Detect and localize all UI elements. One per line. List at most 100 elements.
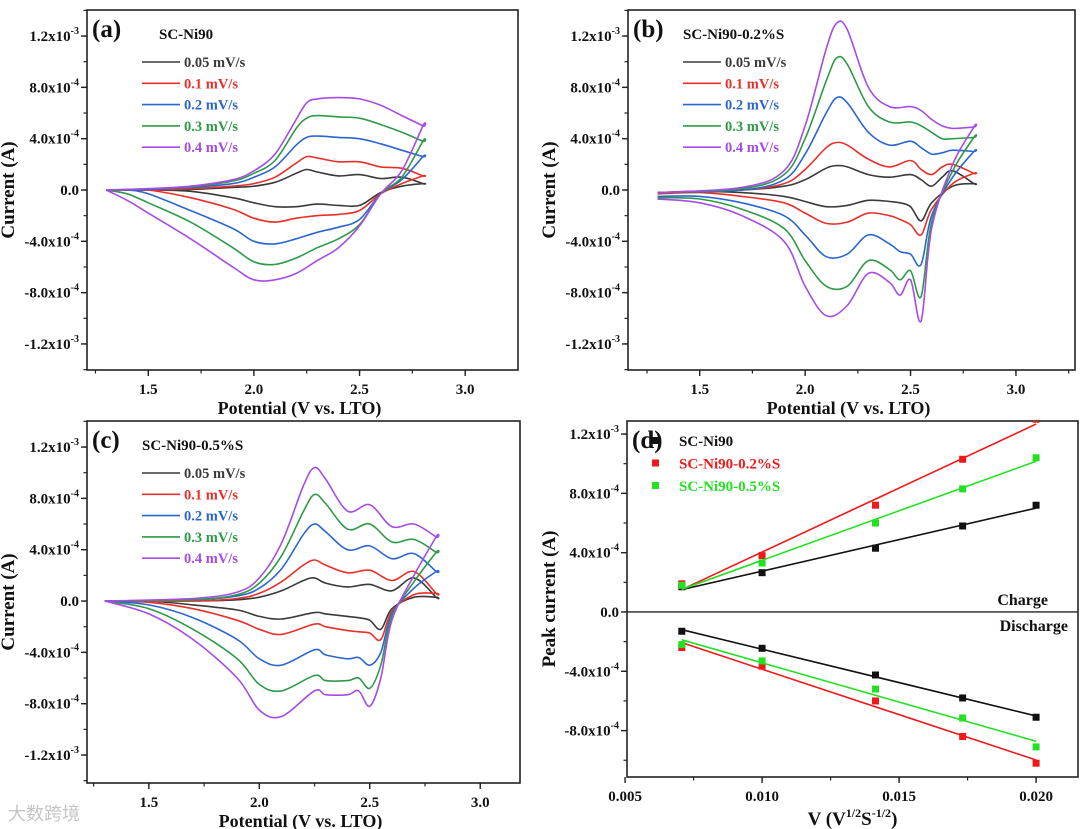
data-point-charge	[959, 522, 967, 530]
y-tick-base: -8.0x10	[564, 724, 610, 740]
y-tick-base: 1.2x10	[29, 440, 70, 456]
y-tick-exponent: -3	[611, 424, 619, 435]
x-tick-label: 3.0	[456, 382, 475, 398]
cv-curve-0p2	[104, 523, 440, 667]
legend-label: SC-Ni90-0.5%S	[679, 479, 780, 495]
plot-area	[104, 466, 440, 719]
data-point-discharge	[678, 641, 686, 649]
panel-title: SC-Ni90-0.2%S	[683, 27, 784, 43]
y-tick-label: 1.2x10-3	[569, 424, 619, 443]
data-point-charge	[1032, 501, 1040, 509]
legend-label: 0.1 mV/s	[184, 487, 238, 503]
data-point-discharge	[758, 657, 766, 665]
cv-curve-0p2	[105, 135, 427, 245]
y-tick-label: 0.0	[60, 594, 79, 610]
plot-frame	[627, 9, 1076, 371]
x-tick-label: 0.010	[745, 789, 779, 805]
plot-area	[657, 20, 978, 323]
y-tick-base: -1.2x10	[24, 748, 70, 764]
legend-label: SC-Ni90	[679, 434, 733, 450]
y-tick-base: 4.0x10	[29, 132, 70, 148]
y-tick-label: 1.2x10-3	[29, 437, 79, 456]
y-tick-base: 8.0x10	[570, 80, 611, 96]
y-tick-exponent: -3	[612, 26, 620, 37]
y-tick-exponent: -4	[71, 540, 79, 551]
y-tick-label: 0.0	[600, 605, 619, 621]
cv-curve-0p4	[657, 20, 978, 323]
y-tick-label: -4.0x10-4	[564, 661, 619, 680]
x-tick-label: 3.0	[1007, 382, 1026, 398]
legend-label: 0.05 mV/s	[184, 55, 246, 71]
legend-label: 0.4 mV/s	[725, 140, 779, 156]
legend-marker	[652, 459, 659, 467]
y-tick-label: 4.0x10-4	[570, 129, 620, 148]
y-tick-base: 8.0x10	[569, 486, 610, 502]
y-tick-label: 0.0	[601, 183, 620, 199]
y-tick-exponent: -3	[612, 334, 620, 345]
y-tick-base: -4.0x10	[24, 234, 70, 250]
y-tick-base: 0.0	[60, 183, 79, 199]
cv-curve-0p1	[657, 141, 978, 237]
y-tick-base: 1.2x10	[570, 29, 611, 45]
fit-line-discharge	[681, 639, 1037, 743]
y-tick-exponent: -4	[611, 483, 619, 494]
legend-label: 0.3 mV/s	[184, 119, 238, 135]
x-tick-label: 2.5	[901, 382, 920, 398]
y-tick-label: 8.0x10-4	[570, 77, 620, 96]
x-tick-label: 2.0	[250, 795, 269, 811]
x-tick-label: 0.015	[882, 789, 916, 805]
data-point-discharge	[1032, 759, 1040, 767]
cv-curve-0p3	[104, 493, 440, 693]
data-point-discharge	[872, 671, 880, 679]
y-tick-base: -4.0x10	[565, 234, 611, 250]
y-tick-exponent: -4	[611, 543, 619, 554]
y-tick-label: 4.0x10-4	[29, 129, 79, 148]
x-axis-title: Potential (V vs. LTO)	[219, 811, 383, 829]
y-tick-base: 4.0x10	[569, 546, 610, 562]
panel-label: (b)	[633, 16, 664, 43]
discharge-annotation: Discharge	[1000, 618, 1068, 635]
x-tick-label: 0.020	[1019, 789, 1053, 805]
y-tick-base: -4.0x10	[24, 645, 70, 661]
legend-label: SC-Ni90-0.2%S	[679, 457, 780, 473]
x-tick-label: 2.0	[245, 382, 264, 398]
cv-curve-0p1	[104, 559, 440, 642]
y-tick-base: -1.2x10	[24, 337, 70, 353]
data-point-charge	[959, 455, 967, 463]
y-tick-label: 4.0x10-4	[569, 543, 619, 562]
cv-curve-0p4	[104, 466, 440, 719]
y-tick-label: 1.2x10-3	[29, 26, 79, 45]
fit-line-charge	[681, 460, 1037, 591]
legend-label: 0.4 mV/s	[184, 551, 238, 567]
fit-line-charge	[681, 507, 1037, 591]
legend-label: 0.2 mV/s	[184, 98, 238, 114]
y-tick-exponent: -4	[612, 283, 620, 294]
y-tick-base: -1.2x10	[565, 337, 611, 353]
cv-curve-0p05	[104, 577, 440, 631]
legend-label: 0.1 mV/s	[725, 76, 779, 92]
data-point-discharge	[758, 662, 766, 670]
data-point-discharge	[678, 627, 686, 635]
data-point-discharge	[758, 644, 766, 652]
y-tick-exponent: -4	[71, 129, 79, 140]
y-tick-exponent: -3	[71, 437, 79, 448]
y-tick-exponent: -3	[71, 745, 79, 756]
x-tick-label: 2.0	[796, 382, 815, 398]
y-tick-exponent: -4	[612, 231, 620, 242]
y-tick-exponent: -3	[71, 26, 79, 37]
plot-area	[105, 96, 427, 282]
y-tick-exponent: -3	[71, 334, 79, 345]
y-tick-exponent: -4	[71, 283, 79, 294]
fit-line-discharge	[681, 641, 1037, 761]
x-tick-label: 2.5	[350, 382, 369, 398]
y-tick-base: 0.0	[60, 594, 79, 610]
charge-annotation: Charge	[997, 592, 1048, 609]
y-tick-base: 4.0x10	[570, 132, 611, 148]
y-tick-base: 1.2x10	[29, 29, 70, 45]
cv-curve-0p05	[105, 168, 427, 208]
legend-label: 0.1 mV/s	[184, 76, 238, 92]
panel-a: 1.5 2.0 2.5 3.01.2x10-38.0x10-44.0x10-40.0-…	[0, 9, 519, 419]
y-tick-base: 0.0	[601, 183, 620, 199]
y-tick-base: -8.0x10	[24, 286, 70, 302]
